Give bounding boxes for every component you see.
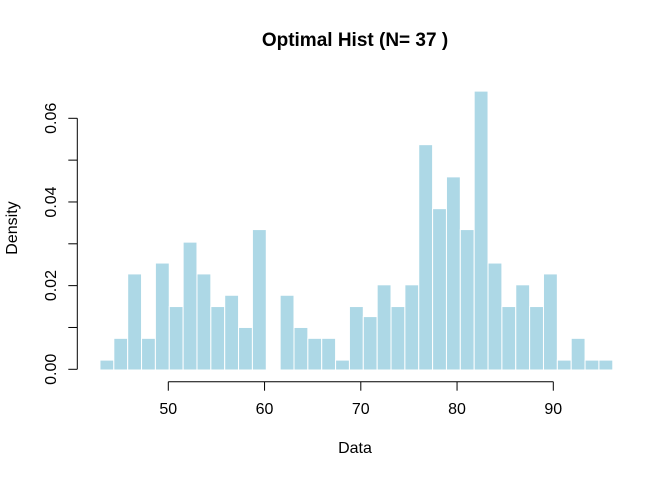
histogram-bar <box>293 326 309 371</box>
y-axis-tick-label: 0.02 <box>43 270 60 301</box>
y-axis-label: Density <box>4 201 21 255</box>
x-axis-tick-label: 90 <box>544 401 562 418</box>
x-axis-tick-label: 80 <box>448 401 466 418</box>
histogram-bar <box>515 284 531 371</box>
histogram-bar <box>99 359 115 371</box>
histogram-bar <box>321 337 337 371</box>
histogram-bar <box>362 316 378 371</box>
x-axis-tick-label: 50 <box>159 401 177 418</box>
histogram-bar <box>473 90 489 371</box>
histogram-bar <box>168 306 184 371</box>
histogram-bar <box>390 306 406 371</box>
histogram-bar <box>196 273 212 371</box>
histogram-bar <box>182 241 198 371</box>
histogram-bar <box>224 294 240 371</box>
histogram-bar <box>279 294 295 371</box>
histogram-bar <box>542 273 558 371</box>
histogram-bar <box>307 337 323 371</box>
histogram-bar <box>418 144 434 371</box>
histogram-bar <box>445 176 461 371</box>
histogram-bar <box>113 337 129 371</box>
histogram-bar <box>238 326 253 371</box>
histogram-bar <box>376 284 392 371</box>
histogram-bar <box>584 359 600 371</box>
x-axis-tick-label: 70 <box>352 401 370 418</box>
y-axis-tick-label: 0.04 <box>43 186 60 217</box>
histogram-bar <box>487 262 503 371</box>
histogram-bar <box>556 359 572 371</box>
histogram-bar <box>501 306 517 371</box>
histogram-bar <box>598 359 614 371</box>
chart-title: Optimal Hist (N= 37 ) <box>261 30 449 51</box>
x-axis-label: Data <box>338 440 372 457</box>
histogram-bar <box>154 262 170 371</box>
histogram-bar <box>529 306 544 371</box>
histogram-bar <box>141 337 156 371</box>
x-axis-tick-label: 60 <box>256 401 274 418</box>
y-axis-tick-label: 0.00 <box>43 354 60 385</box>
histogram-bar <box>570 337 586 371</box>
histogram-bar <box>404 284 420 371</box>
histogram-bar <box>432 208 447 371</box>
y-axis-tick-label: 0.06 <box>43 103 60 134</box>
histogram-bar <box>251 229 267 371</box>
histogram-bar <box>210 306 226 371</box>
histogram-bar <box>459 229 475 371</box>
histogram-bar <box>348 306 364 371</box>
histogram-bar <box>127 273 143 371</box>
histogram-bar <box>335 359 350 371</box>
